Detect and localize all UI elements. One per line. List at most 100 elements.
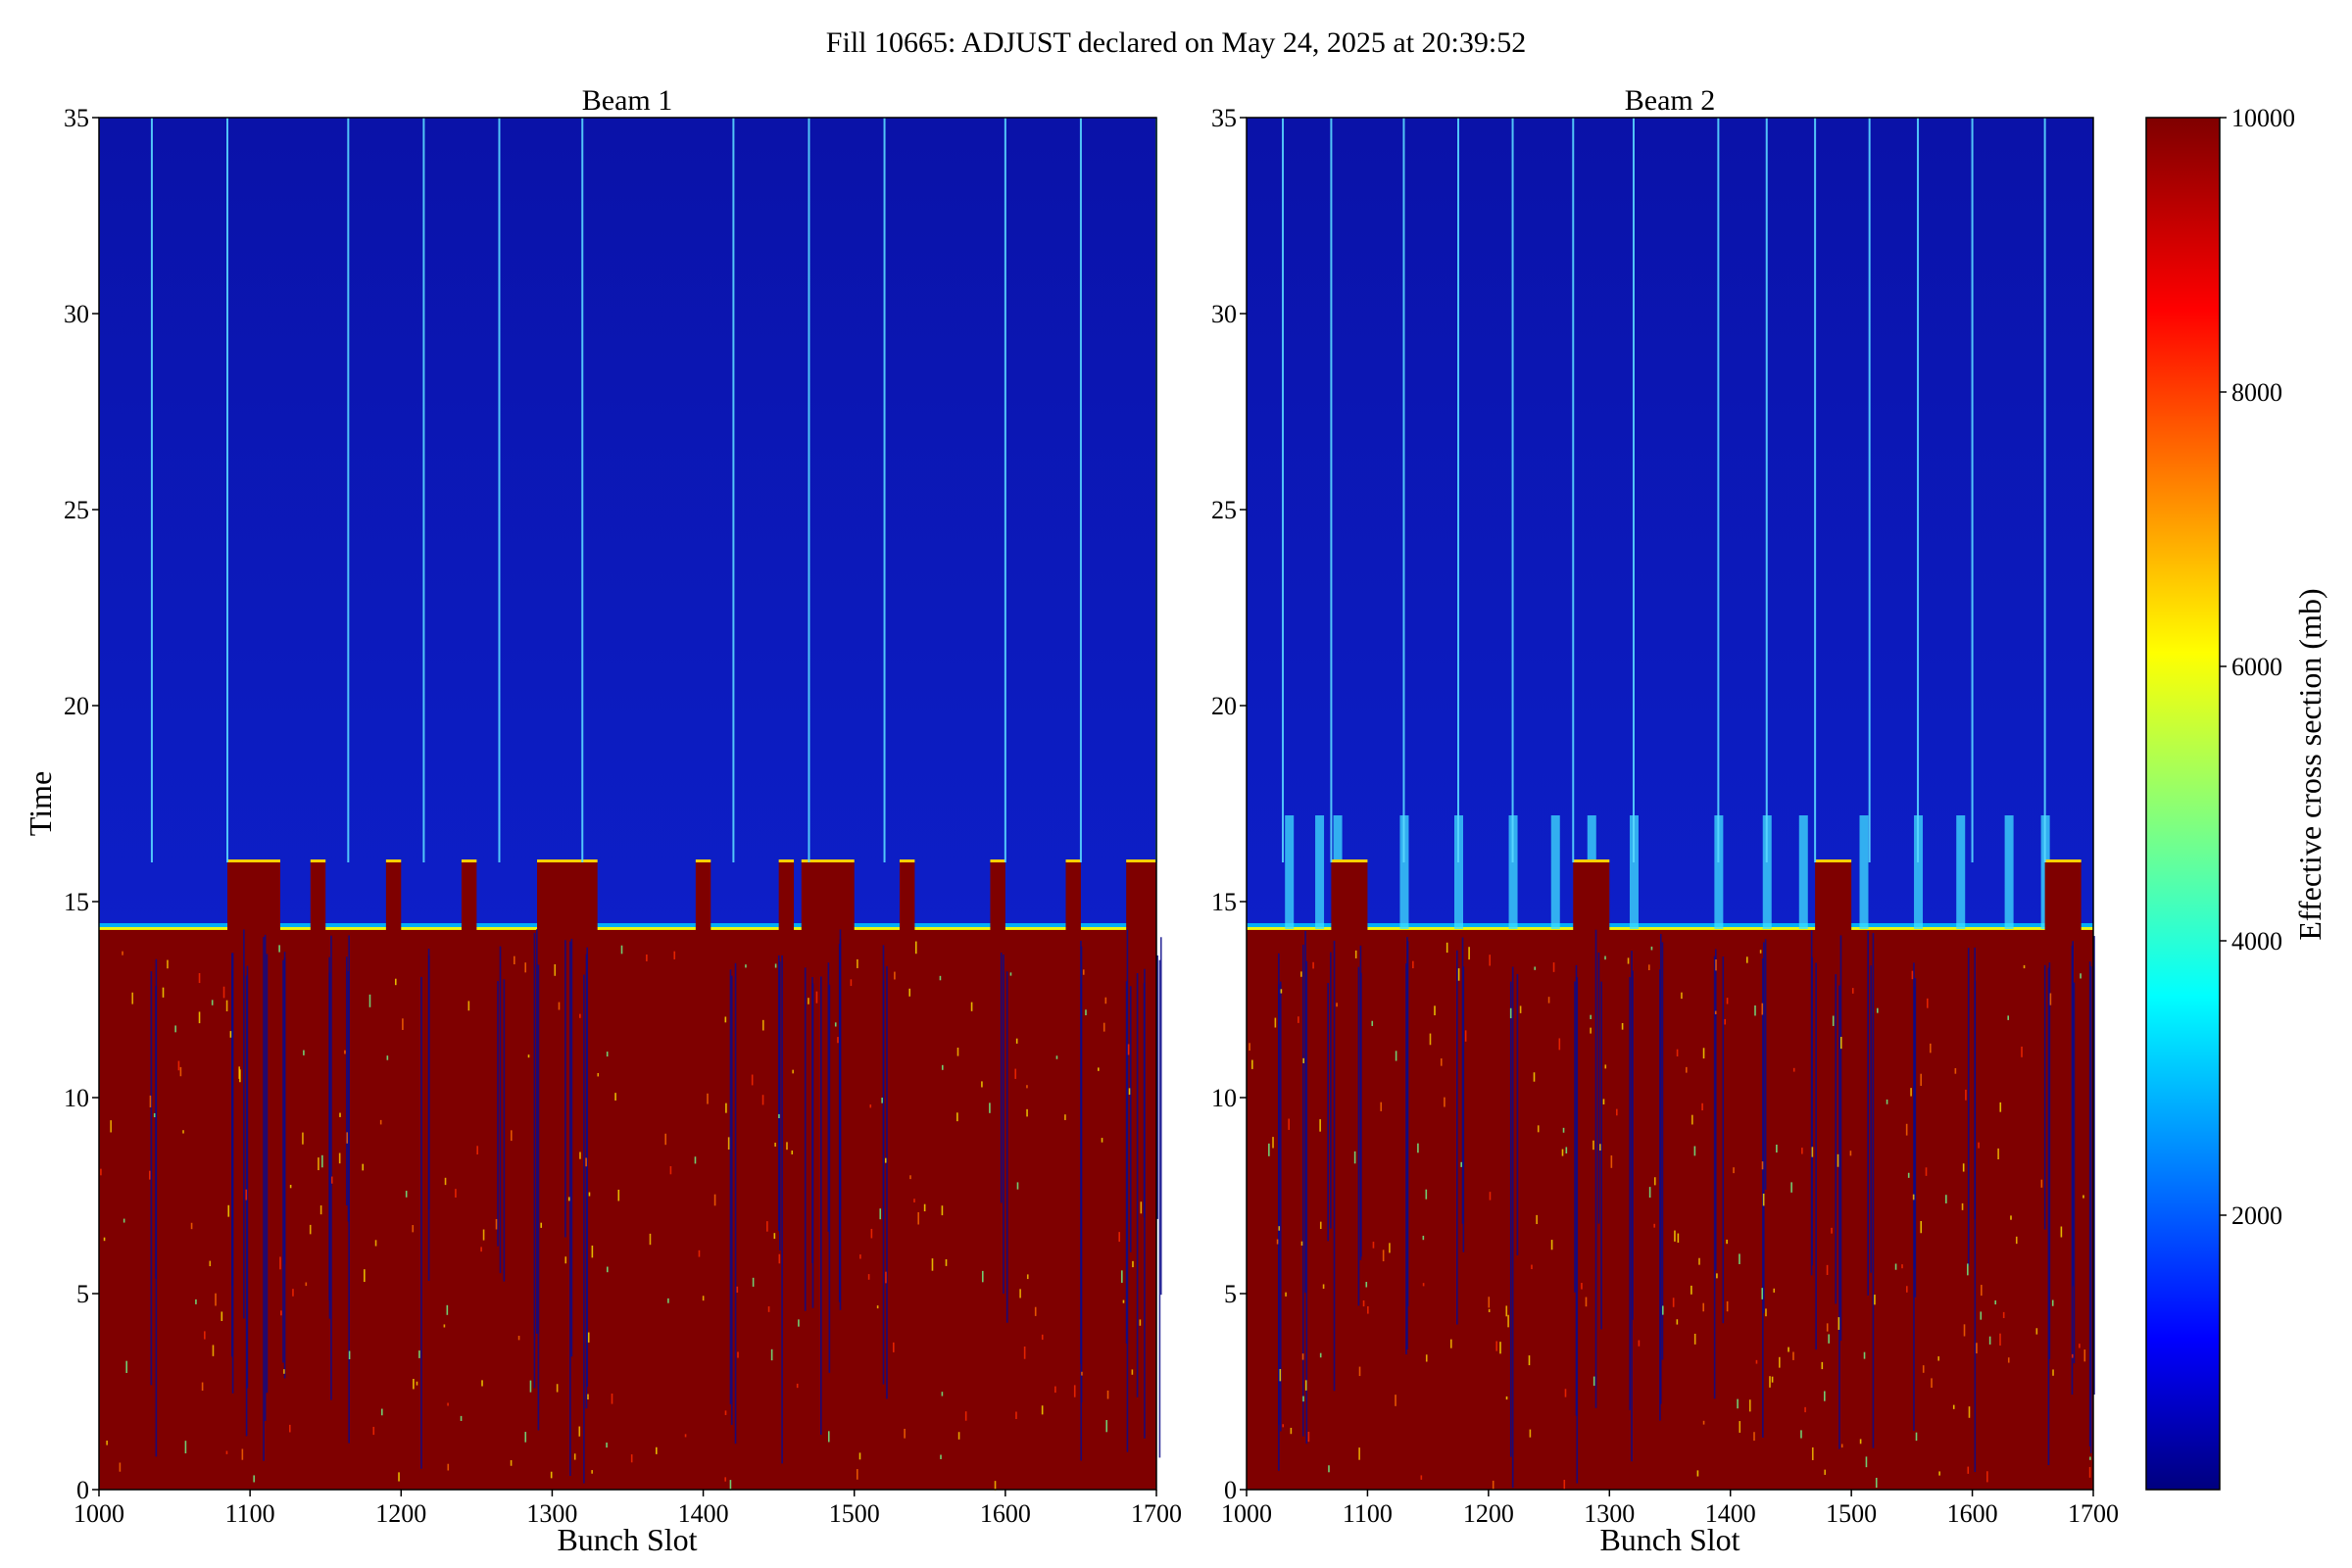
speck [119, 1462, 122, 1472]
cyan-patch [1714, 815, 1724, 929]
speck [1382, 1250, 1385, 1262]
low-value-column [828, 984, 831, 1373]
speck [381, 1408, 383, 1416]
speck [394, 978, 397, 986]
speck [956, 1112, 958, 1122]
low-value-column [1405, 963, 1407, 1354]
speck [940, 1454, 942, 1459]
speck [1468, 947, 1470, 960]
y-ticks-beam-2: 0 5 10 15 20 25 30 35 [1211, 104, 1247, 1504]
speck [1371, 1020, 1374, 1026]
speck [856, 1469, 858, 1480]
speck [167, 959, 169, 969]
speck [1716, 1273, 1718, 1279]
low-value-column [1126, 929, 1129, 1452]
speck [289, 1424, 291, 1433]
low-value-column [570, 938, 573, 1357]
speck [1016, 1182, 1019, 1190]
speck [103, 1237, 106, 1242]
low-value-column [1762, 957, 1764, 1438]
speck [1599, 1144, 1601, 1152]
speck [1440, 1058, 1443, 1066]
speck [1739, 1421, 1741, 1433]
speck [540, 1222, 543, 1228]
speck [1714, 1010, 1717, 1014]
extended-high-region [990, 862, 1005, 930]
speck [2089, 1456, 2091, 1460]
speck [481, 1380, 483, 1387]
speck [179, 1066, 182, 1077]
speck [1627, 957, 1630, 964]
speck [646, 954, 648, 961]
speck [225, 1000, 228, 1011]
speck [1278, 1226, 1281, 1231]
speck [876, 1305, 879, 1309]
low-value-column [1359, 945, 1362, 1260]
speck [1739, 1253, 1740, 1264]
low-value-column [1722, 956, 1725, 1324]
extended-high-region [2044, 862, 2082, 930]
speck [939, 975, 942, 981]
heatmap-cells-beam-1 [99, 118, 1162, 1492]
speck [1831, 1227, 1833, 1234]
colorbar-gradient [2145, 117, 2221, 1491]
speck [1804, 1406, 1806, 1413]
speck [289, 1185, 292, 1189]
speck [1681, 992, 1683, 1000]
low-value-column [2043, 964, 2046, 1230]
speck [1915, 1432, 1918, 1442]
speck [1464, 1030, 1467, 1042]
speck [1101, 1138, 1103, 1143]
low-value-column [1811, 956, 1813, 1266]
speck [578, 1426, 581, 1437]
x-tick-label: 1300 [1584, 1499, 1635, 1528]
speck [229, 1031, 232, 1038]
speck [1422, 1283, 1425, 1287]
speck [1105, 1420, 1108, 1433]
speck [1104, 997, 1107, 1004]
speck [1290, 1427, 1293, 1435]
low-value-column [1156, 955, 1158, 1219]
low-value-column [804, 967, 807, 1311]
x-tick-label: 1700 [1131, 1499, 1182, 1528]
speck [280, 1310, 282, 1316]
speck [767, 1306, 770, 1312]
speck [1962, 1163, 1965, 1172]
speck [1811, 1147, 1814, 1157]
speck [2080, 973, 2082, 979]
speck [278, 945, 280, 953]
speck [1761, 1288, 1764, 1299]
x-tick-label: 1100 [1343, 1499, 1393, 1528]
speck [1380, 1102, 1383, 1111]
speck [869, 1104, 872, 1108]
speck [1754, 1004, 1756, 1016]
speck [1967, 1263, 1969, 1276]
speck [1980, 1311, 1983, 1320]
x-tick-label: 1700 [2068, 1499, 2119, 1528]
speck [964, 1411, 967, 1421]
y-tick-label: 15 [1211, 888, 1237, 916]
speck [945, 1258, 948, 1266]
x-ticks-beam-1: 1000 1100 1200 1300 1400 1500 1600 1700 [74, 1490, 1182, 1528]
speck [1509, 1007, 1512, 1019]
speck [1055, 1055, 1058, 1059]
extended-high-edge [778, 859, 795, 862]
speck [1249, 1043, 1250, 1052]
bright-stripe [422, 118, 425, 862]
speck [981, 1270, 984, 1283]
speck [1761, 1161, 1764, 1170]
speck [131, 992, 134, 1004]
speck [467, 1001, 470, 1011]
speck [1581, 1283, 1583, 1290]
speck [1425, 1189, 1428, 1200]
speck [1676, 1319, 1679, 1325]
low-value-column [1304, 930, 1306, 1294]
speck [607, 1266, 609, 1273]
extended-high-edge [801, 859, 855, 862]
transition-band-core [99, 927, 1156, 930]
speck [1446, 942, 1448, 954]
speck [752, 1277, 755, 1287]
speck [1131, 1369, 1134, 1375]
cyan-patch [1762, 815, 1772, 929]
speck [567, 1197, 570, 1201]
